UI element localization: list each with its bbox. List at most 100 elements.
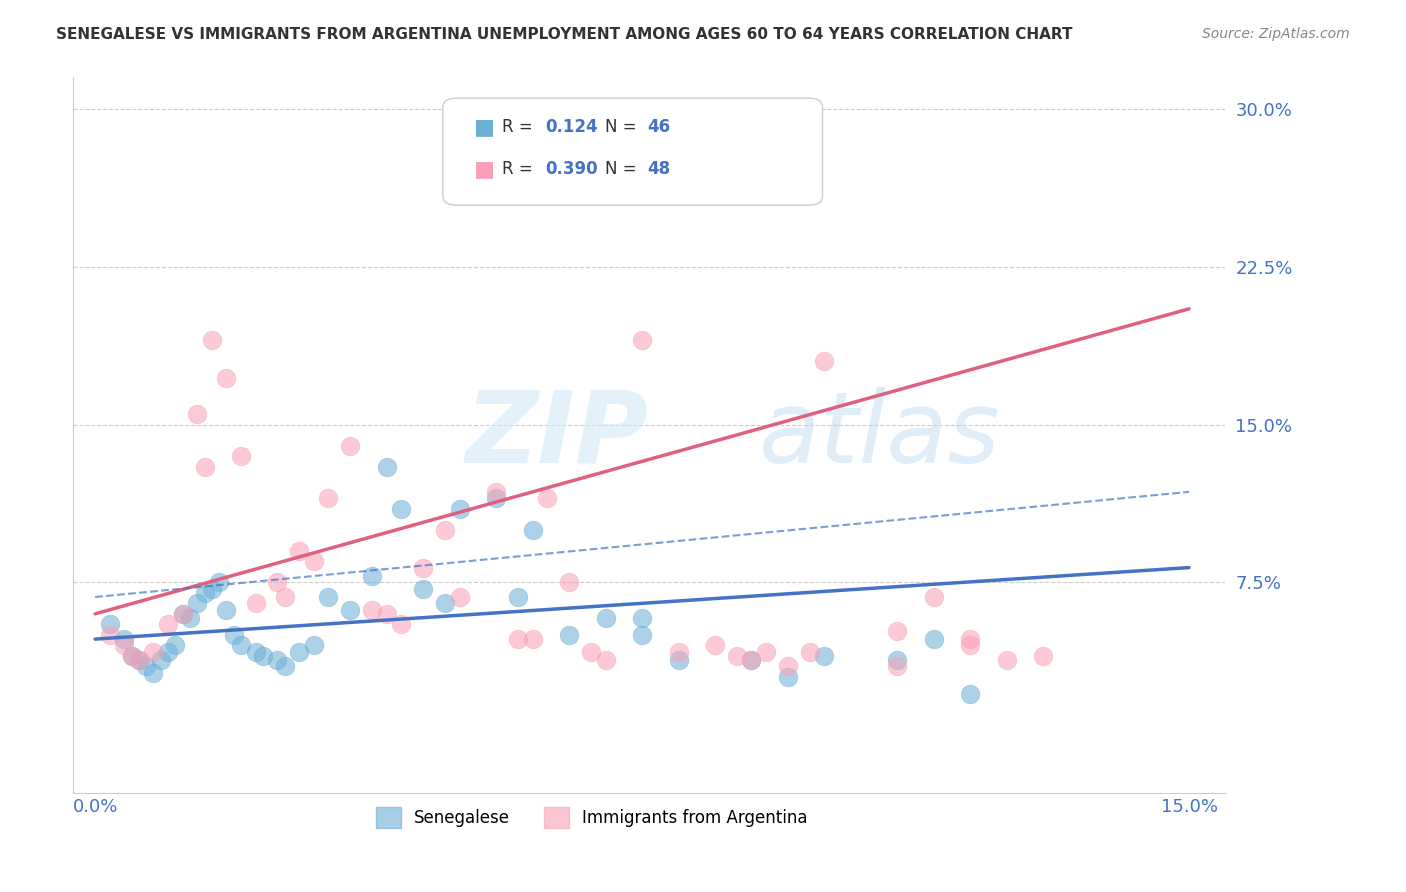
Point [274,659,297,673]
Point [449,590,471,604]
Point [558,575,581,590]
Point [595,611,617,625]
Text: R =: R = [502,118,538,136]
Text: R =: R = [502,161,538,178]
Point [506,632,529,646]
Text: ZIP: ZIP [465,386,648,483]
Point [172,607,194,621]
Point [215,371,238,385]
Point [558,628,581,642]
Point [157,645,180,659]
Point [776,670,799,684]
Point [813,648,835,663]
Point [485,491,508,505]
Point [288,543,311,558]
Point [886,659,908,673]
Text: 0.124: 0.124 [546,118,598,136]
Legend: Senegalese, Immigrants from Argentina: Senegalese, Immigrants from Argentina [370,801,814,834]
Point [361,569,384,583]
Point [186,596,208,610]
Point [668,653,690,667]
Point [959,687,981,701]
Point [302,639,325,653]
Point [361,602,384,616]
Text: ■: ■ [474,160,495,179]
Point [799,645,821,659]
Point [179,611,201,625]
Text: 46: 46 [647,118,669,136]
Point [302,554,325,568]
Point [274,590,297,604]
Point [245,645,267,659]
Point [1032,648,1054,663]
Text: 48: 48 [647,161,669,178]
Point [579,645,602,659]
Point [725,648,748,663]
Point [193,459,215,474]
Point [449,501,471,516]
Point [142,665,165,680]
Point [434,523,457,537]
Point [266,575,288,590]
Point [98,617,121,632]
Text: N =: N = [605,118,641,136]
Point [288,645,311,659]
Point [740,653,762,667]
Point [389,617,412,632]
Point [201,582,224,596]
Point [485,484,508,499]
Point [121,648,143,663]
Point [595,653,617,667]
Point [375,459,398,474]
Point [776,659,799,673]
Point [922,632,945,646]
Point [522,523,544,537]
Point [135,659,157,673]
Point [112,632,135,646]
Point [995,653,1018,667]
Point [631,611,654,625]
Point [172,607,194,621]
Point [222,628,245,642]
Point [252,648,274,663]
Point [412,560,434,574]
Point [186,407,208,421]
Point [165,639,187,653]
Point [318,590,340,604]
Point [704,639,727,653]
Point [536,491,558,505]
Point [959,639,981,653]
Text: N =: N = [605,161,641,178]
Point [959,632,981,646]
Point [157,617,180,632]
Point [128,653,150,667]
Point [813,354,835,368]
Point [318,491,340,505]
Point [631,334,654,348]
Point [229,639,252,653]
Point [339,602,361,616]
Point [215,602,238,616]
Text: ■: ■ [474,117,495,136]
Point [412,582,434,596]
Point [886,624,908,638]
Point [193,586,215,600]
Point [740,653,762,667]
Text: SENEGALESE VS IMMIGRANTS FROM ARGENTINA UNEMPLOYMENT AMONG AGES 60 TO 64 YEARS C: SENEGALESE VS IMMIGRANTS FROM ARGENTINA … [56,27,1073,42]
Point [886,653,908,667]
Point [142,645,165,659]
Text: 0.390: 0.390 [546,161,598,178]
Point [668,645,690,659]
Point [266,653,288,667]
Point [522,632,544,646]
Point [112,639,135,653]
Point [149,653,172,667]
Point [375,607,398,621]
Point [128,653,150,667]
Point [506,590,529,604]
Point [229,449,252,463]
Point [922,590,945,604]
Point [121,648,143,663]
Point [339,439,361,453]
Point [631,628,654,642]
